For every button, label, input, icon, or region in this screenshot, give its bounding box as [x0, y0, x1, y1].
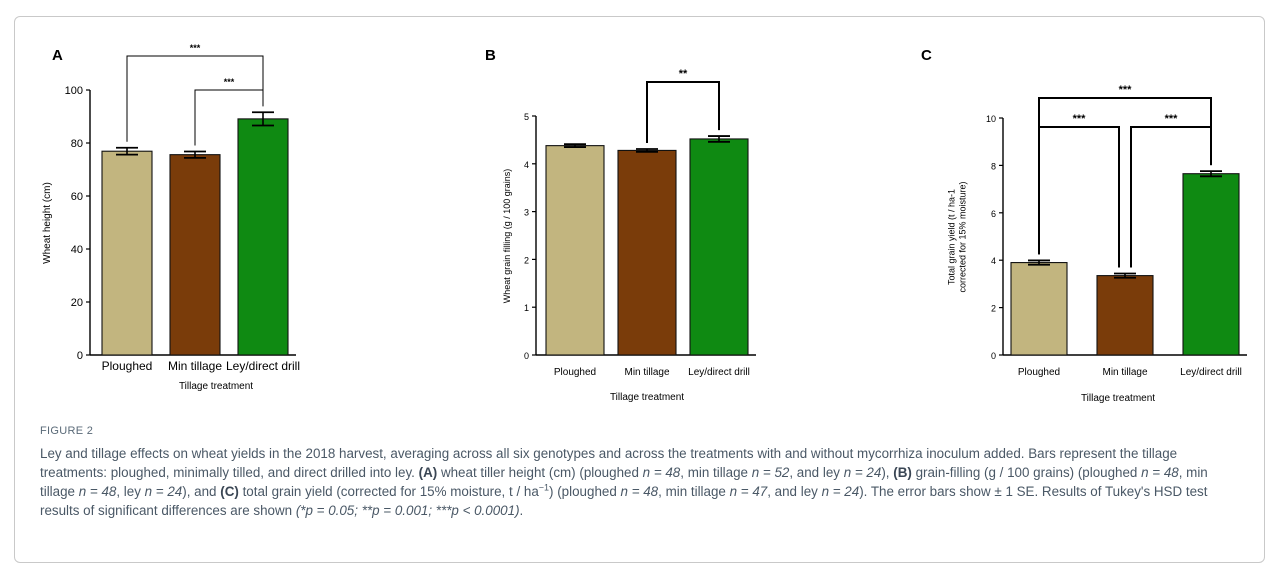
y-tick-label-b: 0: [524, 351, 529, 361]
significance-bracket-b-1: [646, 81, 720, 143]
bar-b-1: [545, 145, 605, 356]
caption-b-n3: n = 24: [144, 484, 183, 499]
significance-bracket-c-2: [1038, 126, 1120, 268]
y-tick-label-c: 8: [991, 161, 996, 171]
x-tick-label-c-2: Min tillage: [1102, 367, 1147, 378]
caption-a-sep2: , and ley: [789, 465, 840, 480]
bar-c-1: [1010, 262, 1068, 356]
y-tick-label-b: 2: [524, 255, 529, 265]
x-tick-label-b-2: Min tillage: [624, 367, 669, 378]
panel-label-c: C: [921, 47, 932, 64]
y-tick-label-a: 100: [65, 85, 83, 97]
significance-bracket-a-2: [194, 89, 264, 146]
caption-tag-a: (A): [418, 465, 438, 480]
y-tick-label-b: 1: [524, 303, 529, 313]
y-tick-label-c: 10: [986, 114, 996, 124]
x-tick-label-a-2: Min tillage: [168, 359, 222, 373]
significance-label-c-3: ***: [1165, 113, 1179, 125]
caption-tag-b: (B): [893, 465, 912, 480]
caption-b-n2: n = 48: [78, 484, 117, 499]
y-axis-title-c-line-1: Total grain yield (t / ha-1: [947, 189, 957, 285]
caption-b-text: grain-filling (g / 100 grains) (ploughed: [915, 465, 1138, 480]
x-tick-label-c-1: Ploughed: [1018, 367, 1060, 378]
caption-intro: Ley and tillage effects on wheat yields …: [40, 446, 1178, 480]
x-tick-label-b-3: Ley/direct drill: [688, 367, 750, 378]
caption-c-text2: ) (ploughed: [549, 484, 617, 499]
bar-a-3: [237, 118, 289, 356]
y-tick-label-a: 40: [71, 244, 83, 256]
x-axis-title-b: Tillage treatment: [610, 392, 684, 403]
bar-b-2: [617, 149, 677, 356]
x-axis-title-a: Tillage treatment: [179, 381, 253, 392]
figure-label: FIGURE 2: [40, 425, 94, 437]
y-axis-title-a: Wheat height (cm): [42, 182, 53, 264]
y-axis-title-c-line-2: corrected for 15% moisture): [958, 181, 968, 292]
caption-a-n1: n = 48: [642, 465, 681, 480]
significance-bracket-a-1: [126, 55, 264, 142]
y-tick-label-a: 80: [71, 138, 83, 150]
y-tick-label-c: 6: [991, 209, 996, 219]
caption-c-n2: n = 47: [729, 484, 768, 499]
y-tick-label-a: 0: [77, 350, 83, 362]
figure-frame: [14, 16, 1265, 563]
y-tick-label-c: 2: [991, 304, 996, 314]
caption-b-end: ), and: [182, 484, 217, 499]
caption-a-n2: n = 52: [751, 465, 790, 480]
y-axis-title-b: Wheat grain filling (g / 100 grains): [502, 169, 512, 304]
caption-c-n1: n = 48: [620, 484, 659, 499]
caption-significance-key: (*p = 0.05; **p = 0.001; ***p < 0.0001): [295, 503, 520, 518]
x-tick-label-b-1: Ploughed: [554, 367, 596, 378]
caption-c-sep1: , min tillage: [658, 484, 726, 499]
caption-b-n1: n = 48: [1141, 465, 1179, 480]
bar-a-1: [101, 150, 153, 356]
x-axis-title-c: Tillage treatment: [1081, 393, 1155, 404]
caption-a-end: ),: [881, 465, 890, 480]
panel-label-b: B: [485, 47, 496, 64]
bar-a-2: [169, 154, 221, 356]
caption-final: .: [519, 503, 524, 518]
caption-a-text: wheat tiller height (cm) (ploughed: [440, 465, 639, 480]
figure-caption: Ley and tillage effects on wheat yields …: [40, 444, 1245, 520]
caption-c-end: ). The error bars show ± 1 SE. Results o…: [40, 484, 1208, 518]
bar-c-2: [1096, 275, 1154, 356]
y-tick-label-b: 5: [524, 112, 529, 122]
caption-c-sep2: , and ley: [767, 484, 818, 499]
caption-c-n3: n = 24: [821, 484, 860, 499]
significance-label-c-2: ***: [1073, 113, 1087, 125]
caption-c-sup: −1: [538, 482, 550, 493]
y-tick-label-a: 20: [71, 297, 83, 309]
y-tick-label-b: 4: [524, 160, 529, 170]
caption-b-sep1: , min tillage: [40, 465, 1208, 499]
significance-label-a-1: ***: [190, 43, 201, 53]
bar-c-3: [1182, 173, 1240, 356]
y-tick-label-a: 60: [71, 191, 83, 203]
caption-tag-c: (C): [220, 484, 239, 499]
x-tick-label-a-3: Ley/direct drill: [226, 359, 300, 373]
bar-b-3: [689, 138, 749, 356]
caption-a-sep1: , min tillage: [680, 465, 748, 480]
significance-label-a-2: ***: [224, 77, 235, 87]
significance-bracket-c-3: [1130, 126, 1212, 268]
x-tick-label-c-3: Ley/direct drill: [1180, 367, 1242, 378]
panel-label-a: A: [52, 47, 63, 64]
caption-c-text: total grain yield (corrected for 15% moi…: [242, 484, 539, 499]
y-tick-label-c: 0: [991, 351, 996, 361]
caption-b-sep2: , ley: [116, 484, 141, 499]
y-tick-label-c: 4: [991, 256, 996, 266]
significance-label-b-1: **: [679, 68, 688, 80]
y-tick-label-b: 3: [524, 208, 529, 218]
significance-label-c-1: ***: [1119, 84, 1133, 96]
caption-a-n3: n = 24: [843, 465, 882, 480]
x-tick-label-a-1: Ploughed: [102, 359, 153, 373]
